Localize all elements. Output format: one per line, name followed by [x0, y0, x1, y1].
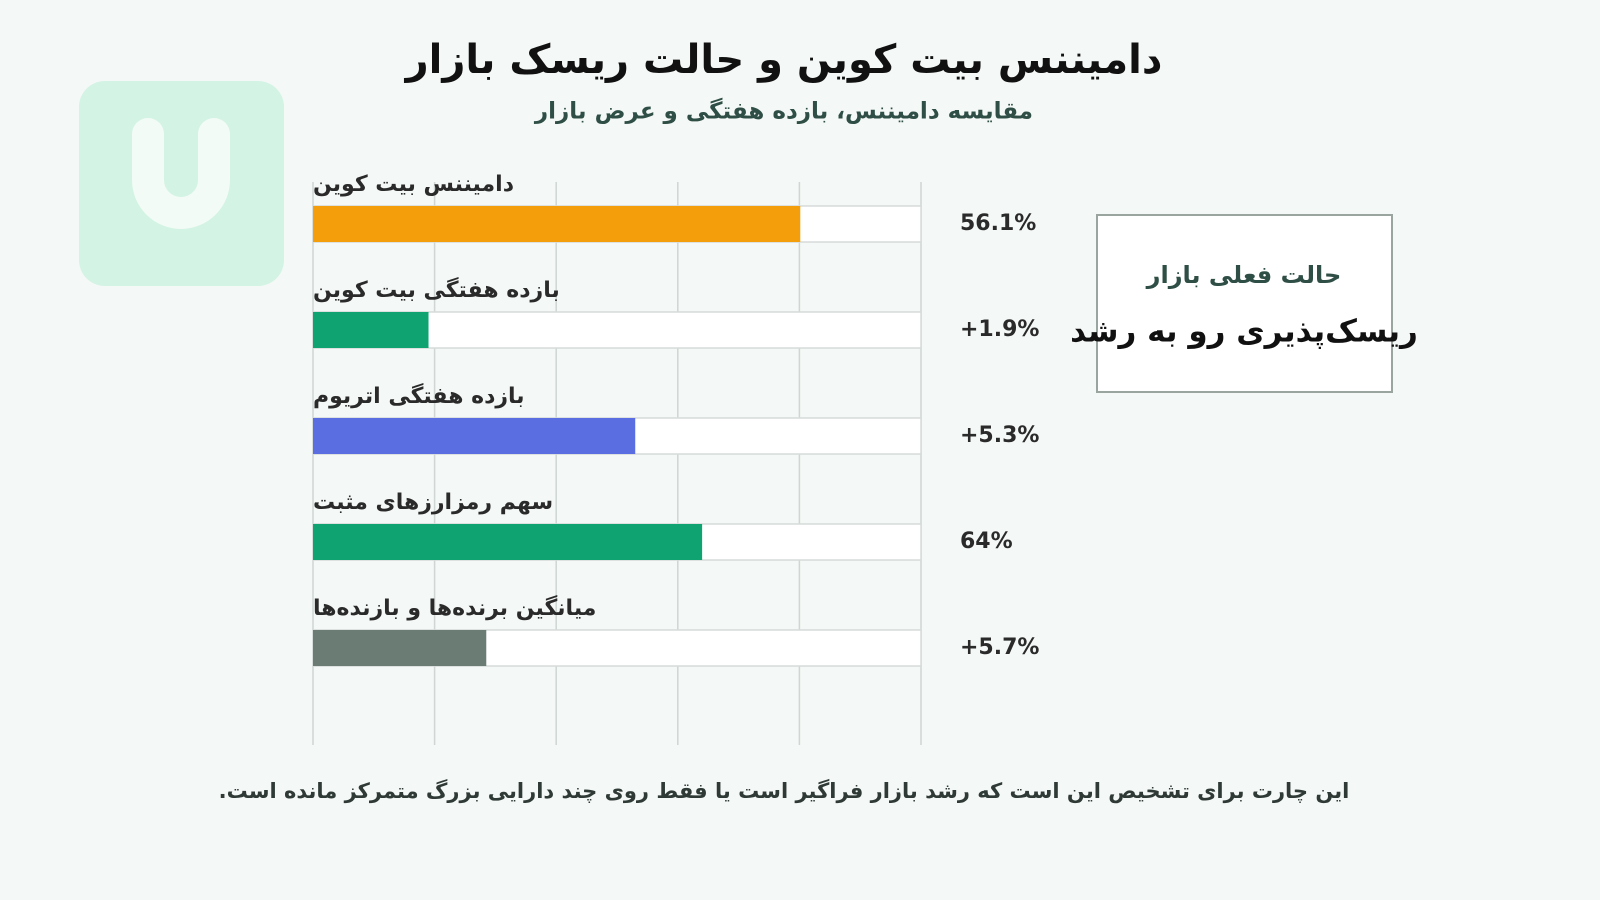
- value-label: +5.3%: [960, 423, 1039, 448]
- chart-title: دامیننس بیت کوین و حالت ریسک بازار: [404, 37, 1163, 83]
- value-label: +1.9%: [960, 317, 1039, 342]
- bar: [313, 630, 487, 666]
- chart-subtitle: مقایسه دامیننس، بازده هفتگی و عرض بازار: [534, 98, 1033, 125]
- status-frame: [1096, 214, 1393, 393]
- logo: [79, 81, 284, 286]
- row-label: دامیننس بیت کوین: [313, 172, 514, 197]
- status-value: ریسک‌پذیری رو به رشد: [1070, 314, 1418, 350]
- row-label: بازده هفتگی اتریوم: [313, 382, 525, 409]
- bar: [313, 206, 801, 242]
- value-label: 64%: [960, 529, 1013, 554]
- value-label: 56.1%: [960, 211, 1036, 236]
- bar: [313, 524, 703, 560]
- status-label: حالت فعلی بازار: [1146, 261, 1342, 289]
- logo-tile: [79, 81, 284, 286]
- bar: [313, 312, 429, 348]
- footnote: این چارت برای تشخیص این است که رشد بازار…: [219, 778, 1350, 803]
- bar: [313, 418, 636, 454]
- row-label: سهم رمزارزهای مثبت: [313, 490, 553, 515]
- value-label: +5.7%: [960, 635, 1039, 660]
- row-label: میانگین برنده‌ها و بازنده‌ها: [313, 594, 596, 621]
- bars: دامیننس بیت کوین 56.1% بازده هفتگی بیت کوی…: [312, 172, 1039, 667]
- status-box: حالت فعلی بازار ریسک‌پذیری رو به رشد: [1070, 214, 1418, 393]
- row-label: بازده هفتگی بیت کوین: [313, 276, 560, 303]
- logo-glyph: [132, 118, 230, 229]
